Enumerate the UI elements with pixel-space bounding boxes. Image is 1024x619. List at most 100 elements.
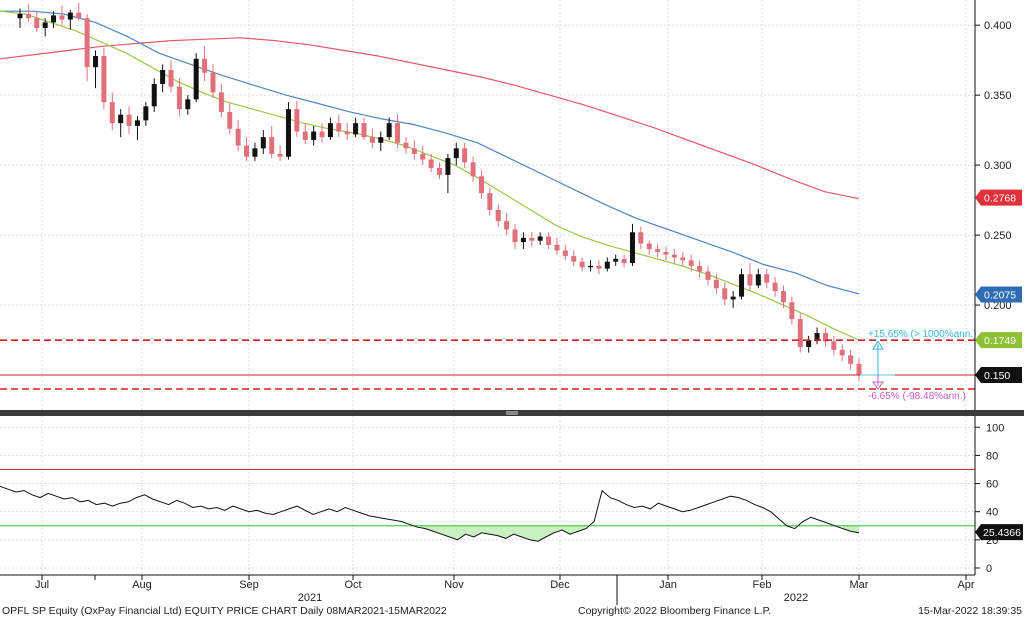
candle-body xyxy=(797,319,803,348)
candle-body xyxy=(353,123,359,135)
candle-body xyxy=(411,148,417,154)
price-annotations: +15.65% (> 1000%ann.) -6.65% (-98.48%ann.… xyxy=(860,329,976,402)
candle xyxy=(839,344,845,362)
candle-body xyxy=(160,69,166,84)
x-tick-label: Oct xyxy=(344,579,361,591)
candle xyxy=(688,254,694,272)
candle-body xyxy=(218,92,224,112)
candle xyxy=(25,4,31,23)
candle xyxy=(705,265,711,286)
candle xyxy=(336,114,342,138)
candle xyxy=(378,131,384,152)
price-grid xyxy=(0,0,975,410)
candle-body xyxy=(445,158,451,175)
candle xyxy=(529,232,535,247)
candle-body xyxy=(629,232,635,264)
candle-body xyxy=(210,72,216,93)
candle-body xyxy=(84,18,90,68)
candle-body xyxy=(109,102,115,124)
candle-body xyxy=(319,131,325,138)
candle-body xyxy=(646,243,652,250)
candle xyxy=(520,232,526,250)
price-y-axis: 0.400 0.350 0.300 0.250 0.200 xyxy=(975,20,1012,312)
candle-body xyxy=(93,55,99,68)
rsi-last-value-bg xyxy=(975,524,1023,541)
candle xyxy=(755,268,761,289)
moving-average-line xyxy=(0,37,860,200)
candle-body xyxy=(772,282,778,292)
candle xyxy=(168,60,174,93)
last-value-tag-label: 0.2075 xyxy=(984,290,1016,302)
candle-body xyxy=(562,250,568,257)
candle-body xyxy=(134,120,140,126)
candle xyxy=(722,282,728,306)
candle xyxy=(34,11,40,33)
candle-body xyxy=(655,249,661,252)
x-year-label: 2021 xyxy=(298,592,322,604)
x-tick-label: Feb xyxy=(753,579,772,591)
last-value-tag: 0.1749 xyxy=(975,332,1022,349)
candle-body xyxy=(193,58,199,100)
candle-body xyxy=(848,355,854,364)
candle-body xyxy=(311,131,317,140)
candle xyxy=(244,137,250,161)
x-tick-label: Apr xyxy=(957,579,974,591)
rsi-panel[interactable] xyxy=(0,416,975,575)
x-tick-label: Mar xyxy=(850,579,869,591)
candle xyxy=(680,251,686,266)
candle xyxy=(478,170,484,199)
candle-body xyxy=(697,265,703,272)
annotation-upside: +15.65% (> 1000%ann.) xyxy=(868,329,976,340)
candle xyxy=(495,204,501,227)
candle-body xyxy=(755,274,761,286)
candle-body xyxy=(822,333,828,342)
candle xyxy=(361,117,367,140)
candle-body xyxy=(453,148,459,159)
candle-body xyxy=(403,142,409,149)
candle xyxy=(319,123,325,143)
candle xyxy=(814,327,820,345)
candle-body xyxy=(386,123,392,138)
candle xyxy=(856,358,862,381)
candle xyxy=(176,78,182,117)
candle xyxy=(126,106,132,135)
annotation-up-arrowhead xyxy=(872,340,884,350)
candle xyxy=(84,13,90,82)
moving-averages xyxy=(0,10,860,341)
candle-body xyxy=(336,123,342,132)
candle xyxy=(713,274,719,294)
candle xyxy=(311,125,317,146)
candle xyxy=(344,123,350,140)
candle xyxy=(294,100,300,138)
rsi-content xyxy=(0,468,975,542)
footer-title: OPFL SP Equity (OxPay Financial Ltd) EQU… xyxy=(2,605,447,617)
last-value-tag-bg xyxy=(975,332,1022,349)
candle-body xyxy=(839,349,845,356)
price-tick-label: 0.400 xyxy=(984,20,1012,32)
candle-body xyxy=(739,274,745,297)
candle-body xyxy=(579,261,585,268)
candle xyxy=(277,145,283,161)
candle xyxy=(403,137,409,154)
candle xyxy=(780,285,786,308)
candle-body xyxy=(621,258,627,264)
candle-body xyxy=(487,193,493,210)
candle xyxy=(546,232,552,250)
candle-body xyxy=(42,22,48,28)
divider-handle[interactable] xyxy=(506,411,518,415)
candle-body xyxy=(470,162,476,177)
candle xyxy=(143,102,149,126)
candle-body xyxy=(722,288,728,300)
annotation-down-arrowhead xyxy=(872,381,884,390)
candle-body xyxy=(378,137,384,143)
candle-body xyxy=(512,229,518,243)
candle-body xyxy=(227,111,233,129)
candle xyxy=(445,153,451,194)
candle-body xyxy=(244,145,250,157)
candle xyxy=(302,123,308,145)
candle-body xyxy=(806,340,812,348)
price-panel[interactable]: +15.65% (> 1000%ann.) -6.65% (-98.48%ann.… xyxy=(0,0,976,410)
candle xyxy=(453,142,459,166)
price-tick-label: 0.300 xyxy=(984,160,1012,172)
